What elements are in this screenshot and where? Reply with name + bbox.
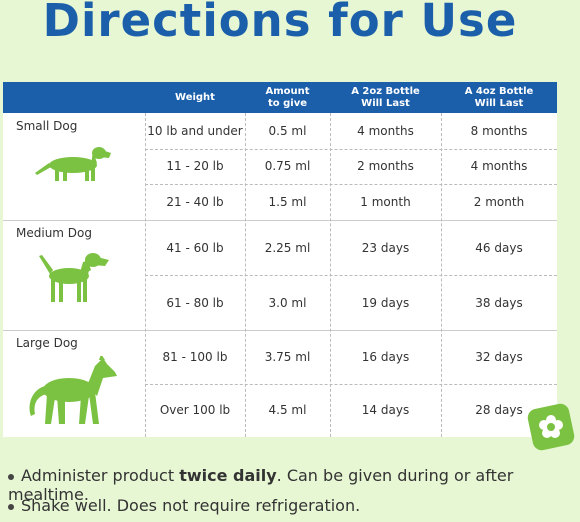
dog-icon (33, 246, 113, 312)
table-cell: 0.5 ml (268, 123, 307, 138)
table-cell: 3.75 ml (264, 349, 311, 364)
table-cell: 14 days (361, 403, 410, 418)
dog-silhouette (29, 354, 117, 424)
table-cell: 1.5 ml (268, 195, 307, 210)
table-cell: 4 months (470, 159, 528, 174)
dosage-table: Weight Amount to give A 2oz Bottle Will La… (3, 82, 557, 437)
table-cell: Over 100 lb (159, 403, 231, 418)
table-cell: 10 lb and under (147, 123, 243, 138)
row-divider (145, 148, 557, 150)
dog-silhouette (39, 253, 109, 302)
bullet-text: Administer product (21, 466, 180, 485)
col-divider (441, 113, 442, 437)
table-cell: 46 days (475, 240, 523, 255)
group-label: Medium Dog (16, 226, 92, 240)
col-divider (330, 113, 331, 437)
group-label: Small Dog (16, 119, 78, 133)
col-divider (145, 113, 146, 437)
table-cell: 16 days (361, 349, 410, 364)
header-cell: Weight (175, 91, 215, 103)
header-cell: A 4oz Bottle Will Last (464, 85, 534, 109)
bullet-line: Administer product twice daily. Can be g… (8, 466, 580, 504)
table-cell: 1 month (360, 195, 411, 210)
title: Directions for Use (42, 0, 518, 47)
header-bar (3, 82, 557, 113)
table-cell: 38 days (475, 295, 523, 310)
table-cell: 81 - 100 lb (162, 349, 228, 364)
group-divider (3, 330, 557, 331)
table-cell: 0.75 ml (264, 159, 311, 174)
row-divider (145, 383, 557, 385)
table-cell: 2 month (473, 195, 525, 210)
table-cell: 19 days (361, 295, 410, 310)
table-cell: 32 days (475, 349, 523, 364)
table-cell: 8 months (470, 123, 528, 138)
bullet-line: Shake well. Does not require refrigerati… (8, 496, 360, 515)
bullet-dot (8, 473, 14, 480)
header-cell: A 2oz Bottle Will Last (351, 85, 420, 109)
dog-icon (33, 139, 113, 193)
table-cell: 61 - 80 lb (166, 295, 224, 310)
table-cell: 41 - 60 lb (166, 240, 224, 255)
flower-badge (527, 403, 575, 451)
group-divider (3, 220, 557, 221)
row-divider (145, 184, 557, 186)
table-cell: 3.0 ml (268, 295, 307, 310)
dog-icon (23, 354, 123, 432)
table-cell: 4 months (357, 123, 414, 138)
table-cell: 21 - 40 lb (166, 195, 224, 210)
table-cell: 28 days (475, 403, 523, 418)
table-cell: 2.25 ml (264, 240, 311, 255)
bullet-text: twice daily (179, 466, 277, 485)
bullet-text: Shake well. Does not require refrigerati… (21, 496, 361, 515)
row-divider (145, 275, 557, 276)
table-cell: 11 - 20 lb (166, 159, 224, 174)
table-cell: 4.5 ml (268, 403, 307, 418)
table-cell: 23 days (361, 240, 410, 255)
bullet-text: . Can be given during or after mealtime. (8, 466, 514, 504)
group-label: Large Dog (16, 336, 78, 350)
bullet-dot (8, 503, 14, 510)
table-cell: 2 months (357, 159, 414, 174)
col-divider (245, 113, 246, 437)
dog-silhouette (35, 147, 111, 181)
header-cell: Amount to give (265, 85, 310, 109)
